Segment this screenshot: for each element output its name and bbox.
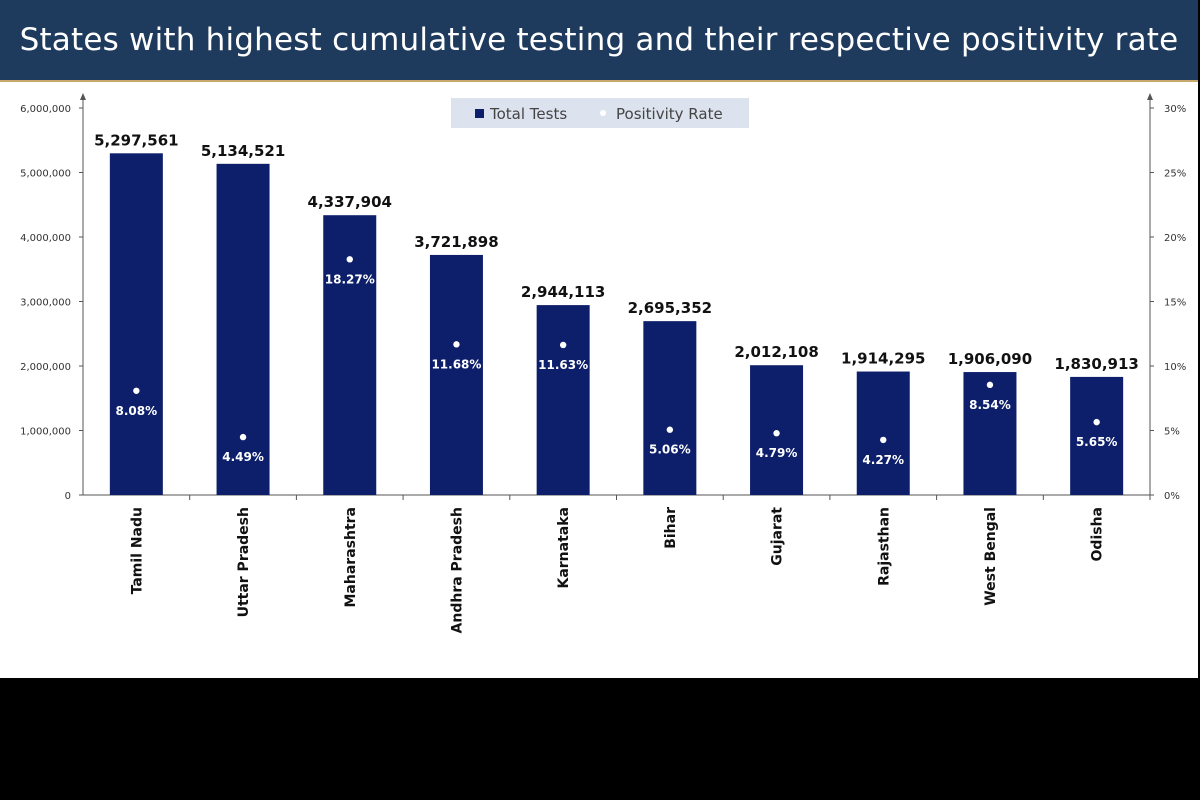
positivity-label: 4.79% [756, 446, 798, 460]
y-right-tick-label: 5% [1164, 427, 1180, 438]
y-left-tick-label: 2,000,000 [20, 362, 71, 373]
bar-value-label: 5,297,561 [94, 131, 178, 149]
y-left-tick-label: 4,000,000 [20, 233, 71, 244]
category-label: Maharashtra [343, 507, 359, 608]
bar-value-label: 4,337,904 [308, 193, 392, 211]
y-left-tick-label: 3,000,000 [20, 298, 71, 309]
positivity-label: 11.68% [431, 357, 481, 371]
positivity-label: 18.27% [325, 272, 375, 286]
bar [536, 305, 590, 495]
category-label: Bihar [663, 507, 679, 549]
y-right-tick-label: 0% [1164, 491, 1180, 502]
positivity-label: 4.49% [222, 450, 264, 464]
y-axis-left-arrow [80, 93, 86, 100]
y-left-tick-label: 1,000,000 [20, 427, 71, 438]
positivity-label: 5.65% [1076, 435, 1118, 449]
bar-value-label: 2,695,352 [628, 299, 712, 317]
category-label: West Bengal [983, 507, 999, 606]
category-label: Tamil Nadu [129, 507, 145, 594]
positivity-dot [880, 436, 887, 444]
bar [643, 321, 697, 495]
bar-value-label: 1,830,913 [1054, 355, 1138, 373]
slide: States with highest cumulative testing a… [0, 0, 1198, 678]
bar [856, 371, 910, 495]
bar-value-label: 2,944,113 [521, 283, 605, 301]
positivity-label: 11.63% [538, 358, 588, 372]
chart: 0 1,000,000 2,000,000 3,000,000 4,000,000 5,0… [20, 93, 1186, 633]
y-left-tick-label: 6,000,000 [20, 104, 71, 115]
y-right-tick-label: 20% [1164, 233, 1186, 244]
y-right-tick-label: 10% [1164, 362, 1186, 373]
bar [963, 372, 1017, 495]
category-label: Karnataka [556, 507, 572, 589]
positivity-label: 4.27% [862, 453, 904, 467]
y-right-tick-label: 25% [1164, 169, 1186, 180]
chart-title: States with highest cumulative testing a… [19, 22, 1179, 58]
y-right-tick-label: 15% [1164, 298, 1186, 309]
positivity-label: 5.06% [649, 443, 691, 457]
legend-swatch-total-tests [475, 109, 484, 118]
positivity-dot [239, 433, 247, 441]
positivity-dot [133, 387, 140, 394]
positivity-dot [453, 341, 460, 348]
legend-swatch-positivity-rate [600, 110, 606, 116]
bar [109, 153, 163, 495]
positivity-label: 8.54% [969, 398, 1011, 412]
positivity-label: 8.08% [116, 404, 158, 418]
positivity-dot [666, 426, 674, 433]
positivity-dot [1093, 418, 1100, 426]
positivity-dot [773, 430, 780, 437]
legend-label-total-tests: Total Tests [489, 105, 567, 123]
y-left-tick-label: 5,000,000 [20, 169, 71, 180]
bar [429, 254, 483, 495]
category-label: Rajasthan [876, 507, 892, 586]
positivity-dot [986, 381, 994, 389]
category-label: Uttar Pradesh [236, 507, 252, 617]
bar-value-label: 1,914,295 [841, 350, 925, 368]
bar [1070, 376, 1124, 495]
bar-value-label: 2,012,108 [734, 343, 818, 361]
category-label: Odisha [1090, 507, 1106, 561]
y-axis-right-arrow [1147, 93, 1153, 100]
legend-label-positivity-rate: Positivity Rate [616, 105, 723, 123]
category-label: Andhra Pradesh [449, 507, 465, 633]
y-right-tick-label: 30% [1164, 104, 1186, 115]
y-left-tick-label: 0 [65, 491, 71, 502]
category-label: Gujarat [770, 507, 786, 566]
title-bar: States with highest cumulative testing a… [0, 0, 1198, 82]
positivity-dot [559, 341, 567, 349]
bar-value-label: 1,906,090 [948, 350, 1032, 368]
positivity-dot [346, 256, 353, 263]
bar-value-label: 5,134,521 [201, 142, 285, 160]
bar [216, 163, 270, 495]
bar-value-label: 3,721,898 [414, 233, 498, 251]
